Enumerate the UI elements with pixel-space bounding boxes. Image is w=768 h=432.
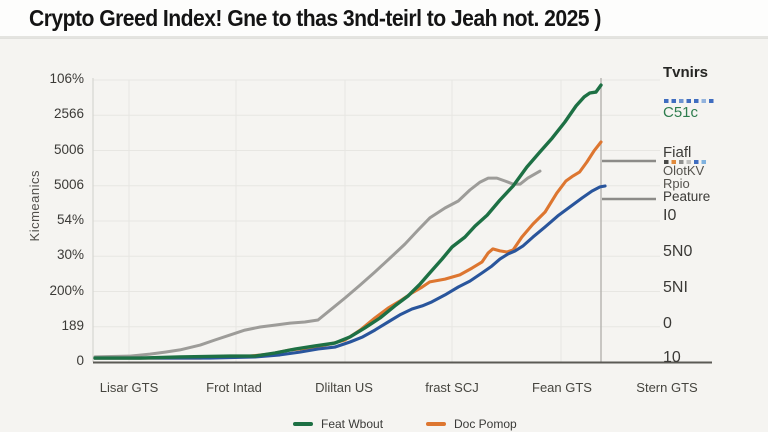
legend-dot <box>686 99 691 103</box>
legend-dot <box>694 99 699 103</box>
title-separator <box>0 36 768 39</box>
right-tick-label: 0 <box>663 315 672 332</box>
right-tick-label: 10 <box>663 349 681 366</box>
legend-dot <box>701 99 706 103</box>
legend-dot <box>664 99 669 103</box>
legend-dot <box>671 160 676 164</box>
legend-dot <box>664 160 669 164</box>
x-tick-label: Stern GTS <box>636 380 698 395</box>
x-tick-label: Frot Intad <box>206 380 262 395</box>
right-panel-entry-c51c: C51c <box>663 104 699 121</box>
right-panel-entry-rpio: Rpio <box>663 176 690 191</box>
right-panel-entry-fiafl: Fiafl <box>663 144 692 161</box>
x-tick-label: Lisar GTS <box>99 380 159 395</box>
legend-label: Doc Pomop <box>454 417 517 431</box>
y-tick-label: 30% <box>56 247 84 263</box>
y-tick-label: 5006 <box>53 141 84 157</box>
legend-dot <box>686 160 691 164</box>
series-line-Doc Pomop <box>93 140 603 360</box>
legend-swatch-orange <box>426 422 446 426</box>
x-tick-label: frast SCJ <box>425 380 479 395</box>
legend-item: Doc Pomop <box>426 415 517 432</box>
legend-dot <box>671 99 676 103</box>
y-tick-label: 2566 <box>53 106 84 122</box>
y-tick-label: 106% <box>49 71 84 86</box>
right-panel-header: Tvnirs <box>663 64 709 81</box>
y-tick-label: 189 <box>61 317 84 333</box>
legend-swatch-green <box>293 422 313 426</box>
x-tick-label: Dliltan US <box>315 380 373 395</box>
y-tick-label: 0 <box>76 353 84 368</box>
legend-dot <box>701 160 706 164</box>
y-tick-label: 200% <box>49 282 84 298</box>
series-line-Feat Wbout <box>93 83 603 360</box>
right-tick-label: I0 <box>663 207 677 224</box>
legend-dot <box>709 99 714 103</box>
legend-item: Feat Wbout <box>293 415 383 432</box>
legend-dot <box>679 160 684 164</box>
series-line-unlabeled-gray <box>93 169 542 359</box>
right-tick-label: 5NI <box>663 279 688 296</box>
right-panel-entry-olotkv: OlotKV <box>663 163 705 178</box>
chart-title: Crypto Greed Index! Gne to thas 3nd-teir… <box>29 5 601 31</box>
legend-dot <box>694 160 699 164</box>
series-line-unlabeled-blue <box>93 184 607 360</box>
y-tick-label: 5006 <box>53 176 84 192</box>
legend-dot <box>679 99 684 103</box>
chart-background <box>0 38 768 432</box>
legend-label: Feat Wbout <box>321 417 384 431</box>
right-panel-entry-peature: Peature <box>663 189 711 204</box>
x-tick-label: Fean GTS <box>532 380 592 395</box>
y-tick-label: 54% <box>56 212 84 227</box>
right-tick-label: 5N0 <box>663 243 693 260</box>
